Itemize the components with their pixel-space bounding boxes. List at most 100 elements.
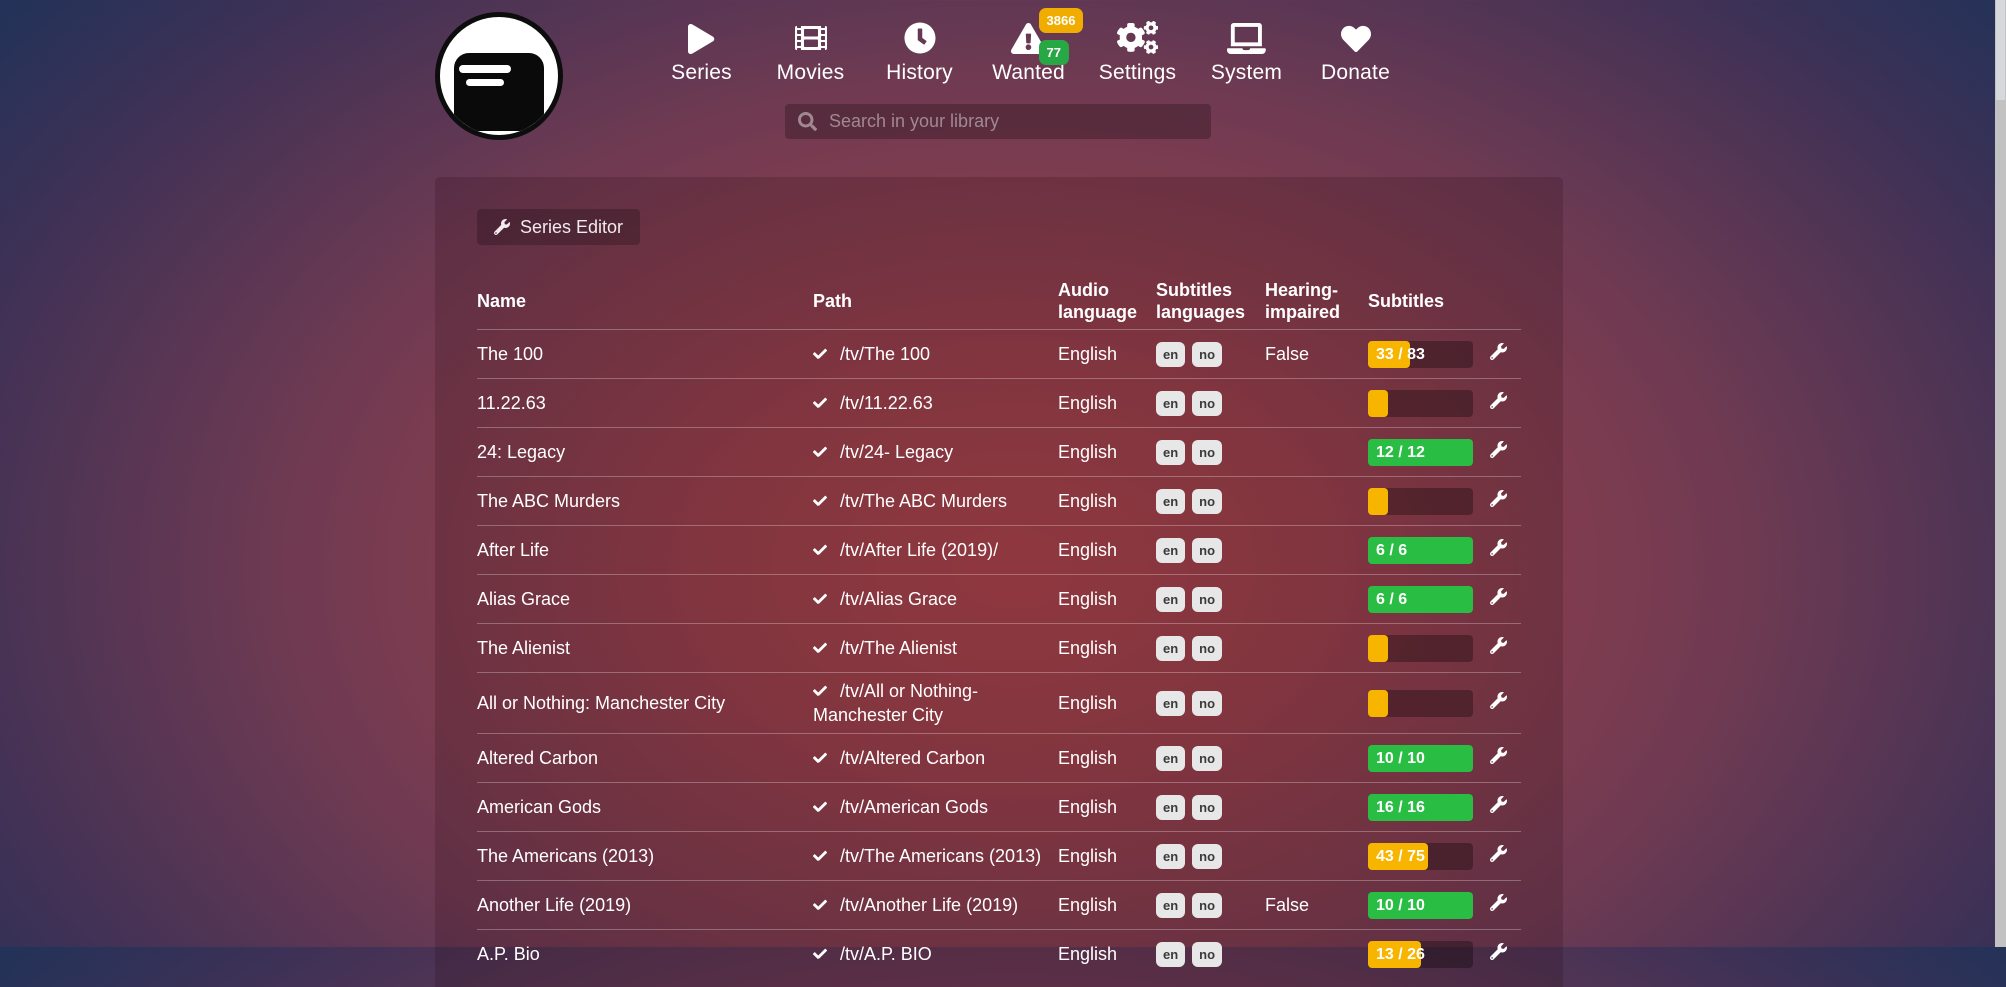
wrench-icon[interactable]	[1489, 746, 1507, 770]
language-badge: en	[1156, 538, 1186, 563]
series-name[interactable]: 11.22.63	[477, 393, 546, 413]
nav-item-settings[interactable]: Settings	[1083, 14, 1192, 85]
wrench-icon[interactable]	[1489, 636, 1507, 660]
clock-icon	[904, 22, 935, 54]
progress-fill	[1368, 744, 1473, 772]
series-path: /tv/The Americans (2013)	[813, 832, 1058, 881]
wrench-icon[interactable]	[1489, 538, 1507, 562]
table-row: The ABC Murders /tv/The ABC Murders Engl…	[477, 476, 1521, 526]
wrench-icon[interactable]	[1489, 489, 1507, 513]
subtitle-languages: en no	[1156, 673, 1265, 734]
table-row: The Alienist /tv/The Alienist English en…	[477, 623, 1521, 673]
progress-label: 6 / 6	[1376, 541, 1408, 559]
series-path: /tv/Another Life (2019)	[813, 881, 1058, 930]
subtitles-progress-bar: 13 / 26	[1368, 940, 1473, 968]
nav-item-wanted[interactable]: Wanted 3866 77	[974, 8, 1084, 85]
progress-fill	[1368, 793, 1473, 821]
header-subtitles-languages: Subtitles languages	[1156, 280, 1246, 322]
series-name[interactable]: The Alienist	[477, 638, 571, 658]
subtitle-languages: en no	[1156, 477, 1265, 526]
series-name[interactable]: All or Nothing: Manchester City	[477, 693, 726, 713]
language-badge: no	[1192, 893, 1223, 918]
path-text: /tv/American Gods	[835, 797, 989, 817]
table-row: American Gods /tv/American Gods English …	[477, 782, 1521, 832]
language-badge: en	[1156, 893, 1186, 918]
wrench-icon[interactable]	[1489, 893, 1507, 917]
series-name[interactable]: The ABC Murders	[477, 491, 621, 511]
path-text: /tv/After Life (2019)/	[835, 540, 999, 560]
check-icon	[813, 397, 827, 409]
search-input[interactable]	[827, 110, 1201, 133]
subtitle-languages: en no	[1156, 783, 1265, 832]
series-path: /tv/The Alienist	[813, 624, 1058, 673]
search-box	[785, 104, 1211, 139]
play-icon	[688, 24, 715, 54]
series-name[interactable]: A.P. Bio	[477, 944, 540, 964]
subtitles-progress-bar: 12 / 12	[1368, 438, 1473, 466]
nav-item-history[interactable]: History	[865, 14, 974, 85]
language-badge: no	[1192, 587, 1223, 612]
path-text: /tv/The ABC Murders	[835, 491, 1008, 511]
series-name[interactable]: American Gods	[477, 797, 602, 817]
nav-item-system[interactable]: System	[1192, 14, 1301, 85]
wrench-icon[interactable]	[1489, 942, 1507, 966]
hearing-impaired-value	[1265, 673, 1368, 734]
subtitles-progress-bar	[1368, 487, 1473, 515]
path-text: /tv/Alias Grace	[835, 589, 958, 609]
scrollbar-thumb[interactable]	[1996, 0, 2005, 100]
language-badge: no	[1192, 440, 1223, 465]
subtitle-languages: en no	[1156, 575, 1265, 624]
wrench-icon[interactable]	[1489, 587, 1507, 611]
search-icon	[798, 112, 817, 131]
scrollbar[interactable]	[1995, 0, 2006, 947]
series-path: /tv/A.P. BIO	[813, 930, 1058, 979]
wrench-icon[interactable]	[1489, 391, 1507, 415]
check-icon	[813, 850, 827, 862]
series-editor-button[interactable]: Series Editor	[477, 209, 641, 245]
subtitles-progress-bar: 33 / 83	[1368, 340, 1473, 368]
wrench-icon[interactable]	[1489, 844, 1507, 868]
hearing-impaired-value	[1265, 624, 1368, 673]
progress-label: 16 / 16	[1376, 798, 1425, 816]
nav-label: Donate	[1321, 61, 1390, 84]
warning-triangle-icon	[1011, 23, 1046, 54]
path-text: /tv/A.P. BIO	[835, 944, 932, 964]
series-name[interactable]: Another Life (2019)	[477, 895, 632, 915]
wrench-icon[interactable]	[1489, 440, 1507, 464]
audio-language-value: English	[1058, 846, 1118, 866]
language-badge: no	[1192, 942, 1223, 967]
series-name[interactable]: The Americans (2013)	[477, 846, 655, 866]
wrench-icon[interactable]	[1489, 691, 1507, 715]
check-icon	[813, 801, 827, 813]
check-icon	[813, 899, 827, 911]
nav-item-movies[interactable]: Movies	[756, 14, 865, 85]
progress-label: 43 / 75	[1376, 847, 1425, 865]
table-row: Altered Carbon /tv/Altered Carbon Englis…	[477, 733, 1521, 783]
nav-badge-stack: 3866 77	[1038, 8, 1084, 72]
series-editor-label: Series Editor	[520, 216, 624, 237]
series-name[interactable]: 24: Legacy	[477, 442, 566, 462]
nav-item-series[interactable]: Series	[647, 14, 756, 85]
progress-fill	[1368, 842, 1428, 870]
series-name[interactable]: Alias Grace	[477, 589, 571, 609]
progress-label: 10 / 10	[1376, 749, 1425, 767]
audio-language-value: English	[1058, 393, 1118, 413]
subtitles-progress-bar: 10 / 10	[1368, 744, 1473, 772]
nav-item-donate[interactable]: Donate	[1301, 14, 1410, 85]
subtitles-progress-bar: 6 / 6	[1368, 536, 1473, 564]
series-name[interactable]: After Life	[477, 540, 550, 560]
language-badge: no	[1192, 636, 1223, 661]
bazarr-logo[interactable]	[435, 12, 563, 140]
subtitle-line-icon	[466, 79, 504, 86]
series-name[interactable]: The 100	[477, 344, 544, 364]
check-icon	[813, 495, 827, 507]
series-name[interactable]: Altered Carbon	[477, 748, 599, 768]
progress-label: 10 / 10	[1376, 896, 1425, 914]
subtitle-languages: en no	[1156, 428, 1265, 477]
wrench-icon[interactable]	[1489, 342, 1507, 366]
wrench-icon[interactable]	[1489, 795, 1507, 819]
subtitles-progress-bar	[1368, 389, 1473, 417]
check-icon	[813, 544, 827, 556]
table-row: Alias Grace /tv/Alias Grace English en no…	[477, 574, 1521, 624]
check-icon	[813, 752, 827, 764]
